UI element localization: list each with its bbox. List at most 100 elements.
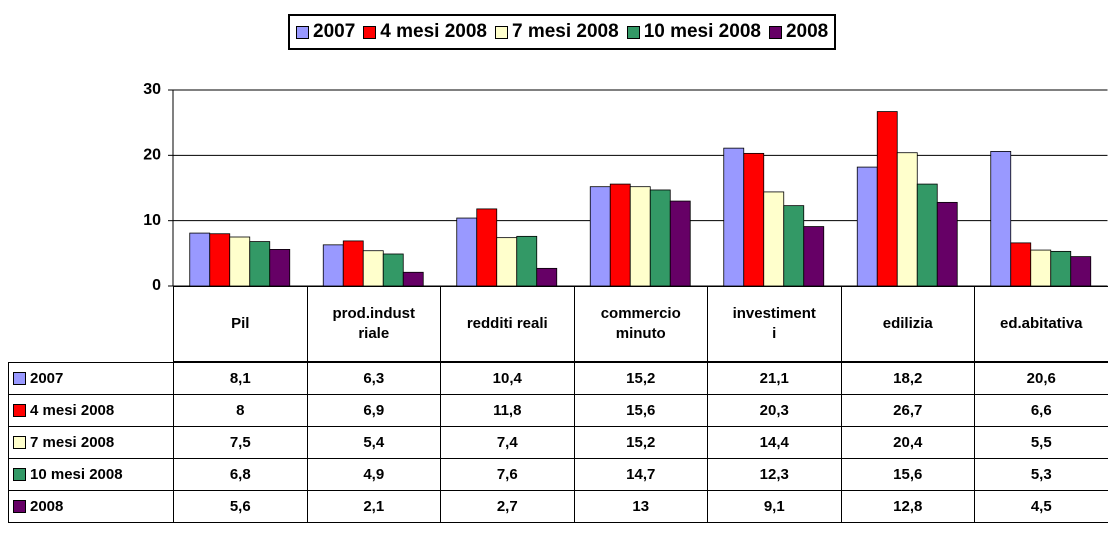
table-swatch [13, 436, 26, 449]
legend-swatch [363, 25, 377, 39]
bar [803, 226, 825, 287]
table-cell: 21,1 [707, 362, 842, 395]
table-cell: 4,5 [974, 490, 1108, 523]
legend-item: 4 mesi 2008 [363, 21, 487, 43]
table-header-cell: redditi reali [440, 286, 575, 362]
table-row-label: 4 mesi 2008 [8, 394, 174, 427]
bar [1030, 249, 1052, 287]
table-cell: 11,8 [440, 394, 575, 427]
table-swatch [13, 500, 26, 513]
table-row-label: 2007 [8, 362, 174, 395]
bar [743, 152, 765, 287]
table-cell: 12,8 [840, 490, 975, 523]
bar [1010, 242, 1032, 287]
bar [269, 249, 291, 287]
table-cell: 4,9 [306, 458, 441, 491]
bar [990, 151, 1012, 287]
table-row-label: 2008 [8, 490, 174, 523]
table-cell: 15,6 [573, 394, 708, 427]
table-row-label: 7 mesi 2008 [8, 426, 174, 459]
table-cell: 6,6 [974, 394, 1108, 427]
legend: 2007 4 mesi 2008 7 mesi 2008 10 mesi 2008 20… [288, 14, 837, 50]
bar [896, 152, 918, 287]
legend-label: 2008 [785, 21, 829, 42]
table-cell: 12,3 [707, 458, 842, 491]
table-cell: 14,7 [573, 458, 708, 491]
bar [322, 244, 344, 287]
table-cell: 20,6 [974, 362, 1108, 395]
bar [916, 183, 938, 287]
bar [783, 205, 805, 287]
bar [402, 271, 424, 287]
table-cell: 8 [173, 394, 308, 427]
table-cell: 6,9 [306, 394, 441, 427]
bar [536, 267, 558, 287]
bar [362, 250, 384, 287]
bar [609, 183, 631, 287]
bar [382, 253, 404, 287]
legend-label: 7 mesi 2008 [511, 21, 619, 42]
table-cell: 7,5 [173, 426, 308, 459]
legend-label: 10 mesi 2008 [643, 21, 761, 42]
legend-label: 4 mesi 2008 [380, 21, 487, 42]
bar [456, 217, 478, 287]
table-cell: 10,4 [440, 362, 575, 395]
table-cell: 18,2 [840, 362, 975, 395]
bar [876, 111, 898, 287]
bar [342, 240, 364, 287]
table-cell: 15,2 [573, 362, 708, 395]
table-header-cell: prod.indust riale [306, 286, 441, 362]
bar [189, 232, 211, 287]
y-tick-label: 0 [152, 277, 161, 294]
table-header-cell: ed.abitativa [974, 286, 1108, 362]
table-cell: 6,8 [173, 458, 308, 491]
table-cell: 20,3 [707, 394, 842, 427]
table-header-cell: investiment i [707, 286, 842, 362]
legend-swatch [768, 25, 782, 39]
legend-label: 2007 [313, 21, 356, 42]
legend-item: 10 mesi 2008 [626, 21, 761, 43]
table-cell: 5,3 [974, 458, 1108, 491]
table-cell: 2,1 [306, 490, 441, 523]
table-cell: 9,1 [707, 490, 842, 523]
table-cell: 5,6 [173, 490, 308, 523]
bar [589, 186, 611, 287]
y-tick-label: 30 [143, 81, 161, 98]
bar [229, 236, 251, 287]
table-cell: 5,5 [974, 426, 1108, 459]
table-header-cell: commercio minuto [573, 286, 708, 362]
bar [496, 237, 518, 287]
table-row-label: 10 mesi 2008 [8, 458, 174, 491]
bar [516, 235, 538, 287]
bar [249, 241, 271, 287]
legend-item: 7 mesi 2008 [494, 21, 619, 43]
bar [629, 186, 651, 287]
table-series-name: 2007 [30, 369, 64, 387]
table-cell: 26,7 [840, 394, 975, 427]
table-series-name: 4 mesi 2008 [30, 401, 115, 419]
bar [669, 200, 691, 287]
bar [1070, 256, 1092, 287]
bar [936, 201, 958, 287]
table-cell: 6,3 [306, 362, 441, 395]
legend-item: 2008 [768, 21, 829, 43]
table-cell: 20,4 [840, 426, 975, 459]
table-cell: 2,7 [440, 490, 575, 523]
table-cell: 7,6 [440, 458, 575, 491]
table-cell: 15,6 [840, 458, 975, 491]
y-tick-label: 20 [143, 147, 161, 164]
bar [1050, 250, 1072, 287]
legend-swatch [626, 25, 640, 39]
table-cell: 8,1 [173, 362, 308, 395]
legend-item: 2007 [296, 21, 355, 43]
bar [856, 166, 878, 287]
table-header-cell: Pil [173, 286, 308, 362]
bar [209, 233, 231, 287]
table-cell: 15,2 [573, 426, 708, 459]
legend-swatch [296, 25, 309, 39]
table-series-name: 10 mesi 2008 [30, 465, 123, 483]
table-header-cell: edilizia [840, 286, 975, 362]
table-swatch [13, 404, 26, 417]
